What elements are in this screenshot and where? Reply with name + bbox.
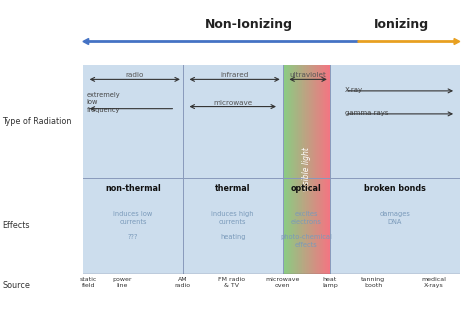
Bar bbox=[286, 65, 287, 274]
Text: Type of Radiation: Type of Radiation bbox=[2, 117, 72, 126]
Bar bbox=[322, 65, 323, 274]
Bar bbox=[285, 65, 286, 274]
Bar bbox=[283, 178, 330, 274]
Text: radio: radio bbox=[126, 72, 144, 78]
Text: Non-Ionizing: Non-Ionizing bbox=[205, 18, 293, 31]
Bar bbox=[287, 65, 288, 274]
Bar bbox=[300, 65, 301, 274]
Bar bbox=[305, 65, 306, 274]
Text: medical
X-rays: medical X-rays bbox=[421, 277, 446, 288]
Bar bbox=[294, 65, 295, 274]
Bar bbox=[289, 65, 290, 274]
Text: infrared: infrared bbox=[220, 72, 249, 78]
Bar bbox=[283, 65, 284, 274]
Text: thermal: thermal bbox=[215, 184, 250, 193]
Bar bbox=[320, 65, 321, 274]
Text: damages
DNA: damages DNA bbox=[379, 211, 410, 225]
Bar bbox=[318, 65, 319, 274]
Text: static
field: static field bbox=[80, 277, 97, 288]
Bar bbox=[183, 178, 283, 274]
Text: FM radio
& TV: FM radio & TV bbox=[218, 277, 246, 288]
Bar bbox=[83, 65, 183, 178]
Bar bbox=[83, 178, 183, 274]
Text: microwave
oven: microwave oven bbox=[265, 277, 300, 288]
Text: optical: optical bbox=[291, 184, 321, 193]
Bar bbox=[308, 65, 309, 274]
Text: tanning
booth: tanning booth bbox=[361, 277, 385, 288]
Bar bbox=[299, 65, 300, 274]
Bar bbox=[295, 65, 296, 274]
Text: ultraviolet: ultraviolet bbox=[290, 72, 327, 78]
Bar bbox=[283, 65, 330, 178]
Bar bbox=[304, 65, 305, 274]
Text: non-thermal: non-thermal bbox=[105, 184, 161, 193]
Bar bbox=[302, 65, 303, 274]
Bar bbox=[307, 65, 308, 274]
Bar bbox=[311, 65, 312, 274]
Text: excites
electrons

photo-chemical
effects: excites electrons photo-chemical effects bbox=[280, 211, 332, 248]
Bar bbox=[325, 65, 326, 274]
Bar bbox=[309, 65, 310, 274]
Text: X-ray: X-ray bbox=[345, 87, 363, 93]
Bar bbox=[290, 65, 291, 274]
Bar bbox=[324, 65, 325, 274]
Bar bbox=[291, 65, 292, 274]
Bar bbox=[317, 65, 318, 274]
Text: gamma rays: gamma rays bbox=[345, 110, 388, 116]
Bar bbox=[298, 65, 299, 274]
Text: extremely
low
frequency: extremely low frequency bbox=[87, 92, 120, 113]
Bar bbox=[328, 65, 329, 274]
Bar bbox=[183, 65, 283, 178]
Bar bbox=[327, 65, 328, 274]
Text: induces high
currents

heating: induces high currents heating bbox=[211, 211, 254, 240]
Bar bbox=[321, 65, 322, 274]
Text: AM
radio: AM radio bbox=[175, 277, 191, 288]
Bar bbox=[312, 65, 313, 274]
Bar bbox=[306, 65, 307, 274]
Bar bbox=[297, 65, 298, 274]
Bar bbox=[296, 65, 297, 274]
Bar bbox=[310, 65, 311, 274]
Text: induces low
currents

???: induces low currents ??? bbox=[113, 211, 153, 240]
Bar bbox=[323, 65, 324, 274]
Text: Ionizing: Ionizing bbox=[374, 18, 429, 31]
Bar bbox=[330, 178, 460, 274]
Text: power
line: power line bbox=[113, 277, 132, 288]
Bar bbox=[319, 65, 320, 274]
Bar bbox=[326, 65, 327, 274]
Text: broken bonds: broken bonds bbox=[364, 184, 426, 193]
Text: Effects: Effects bbox=[2, 221, 30, 230]
Text: Source: Source bbox=[2, 281, 30, 290]
Bar bbox=[293, 65, 294, 274]
Bar bbox=[330, 65, 460, 178]
Bar bbox=[284, 65, 285, 274]
Bar bbox=[314, 65, 315, 274]
Text: visible light: visible light bbox=[302, 147, 311, 191]
Bar bbox=[303, 65, 304, 274]
Bar bbox=[288, 65, 289, 274]
Bar bbox=[329, 65, 330, 274]
Bar bbox=[301, 65, 302, 274]
Bar bbox=[313, 65, 314, 274]
Text: heat
lamp: heat lamp bbox=[322, 277, 337, 288]
Bar bbox=[292, 65, 293, 274]
Bar bbox=[315, 65, 316, 274]
Text: microwave: microwave bbox=[213, 100, 252, 106]
Bar bbox=[316, 65, 317, 274]
